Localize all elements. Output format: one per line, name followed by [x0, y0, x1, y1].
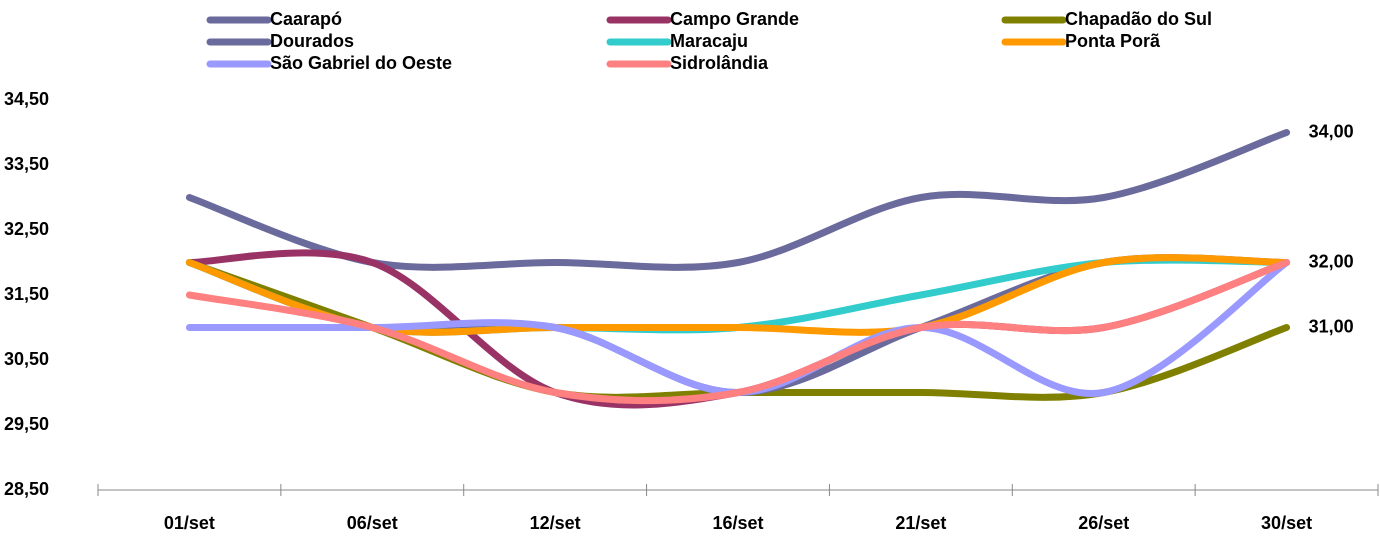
x-tick-label: 26/set	[1078, 513, 1129, 533]
data-label: 34,00	[1309, 121, 1354, 141]
x-tick-label: 30/set	[1261, 513, 1312, 533]
line-series	[185, 259, 1291, 405]
y-tick-label: 31,50	[4, 284, 49, 304]
legend-label: Dourados	[270, 31, 354, 51]
legend-label: Campo Grande	[670, 9, 799, 29]
legend-label: Ponta Porã	[1065, 31, 1161, 51]
data-label: 32,00	[1309, 251, 1354, 271]
x-tick-label: 12/set	[530, 513, 581, 533]
data-label: 31,00	[1309, 316, 1354, 336]
legend-label: Chapadão do Sul	[1065, 9, 1212, 29]
y-tick-label: 28,50	[4, 479, 49, 499]
x-tick-label: 06/set	[347, 513, 398, 533]
legend-label: São Gabriel do Oeste	[270, 53, 452, 73]
line-series	[185, 129, 1291, 271]
y-tick-label: 34,50	[4, 89, 49, 109]
legend-label: Sidrolândia	[670, 53, 769, 73]
x-tick-label: 21/set	[895, 513, 946, 533]
legend-label: Caarapó	[270, 9, 342, 29]
y-tick-label: 30,50	[4, 349, 49, 369]
x-tick-label: 01/set	[164, 513, 215, 533]
y-tick-label: 32,50	[4, 219, 49, 239]
y-tick-label: 33,50	[4, 154, 49, 174]
legend-label: Maracaju	[670, 31, 748, 51]
y-tick-label: 29,50	[4, 414, 49, 434]
x-tick-label: 16/set	[712, 513, 763, 533]
